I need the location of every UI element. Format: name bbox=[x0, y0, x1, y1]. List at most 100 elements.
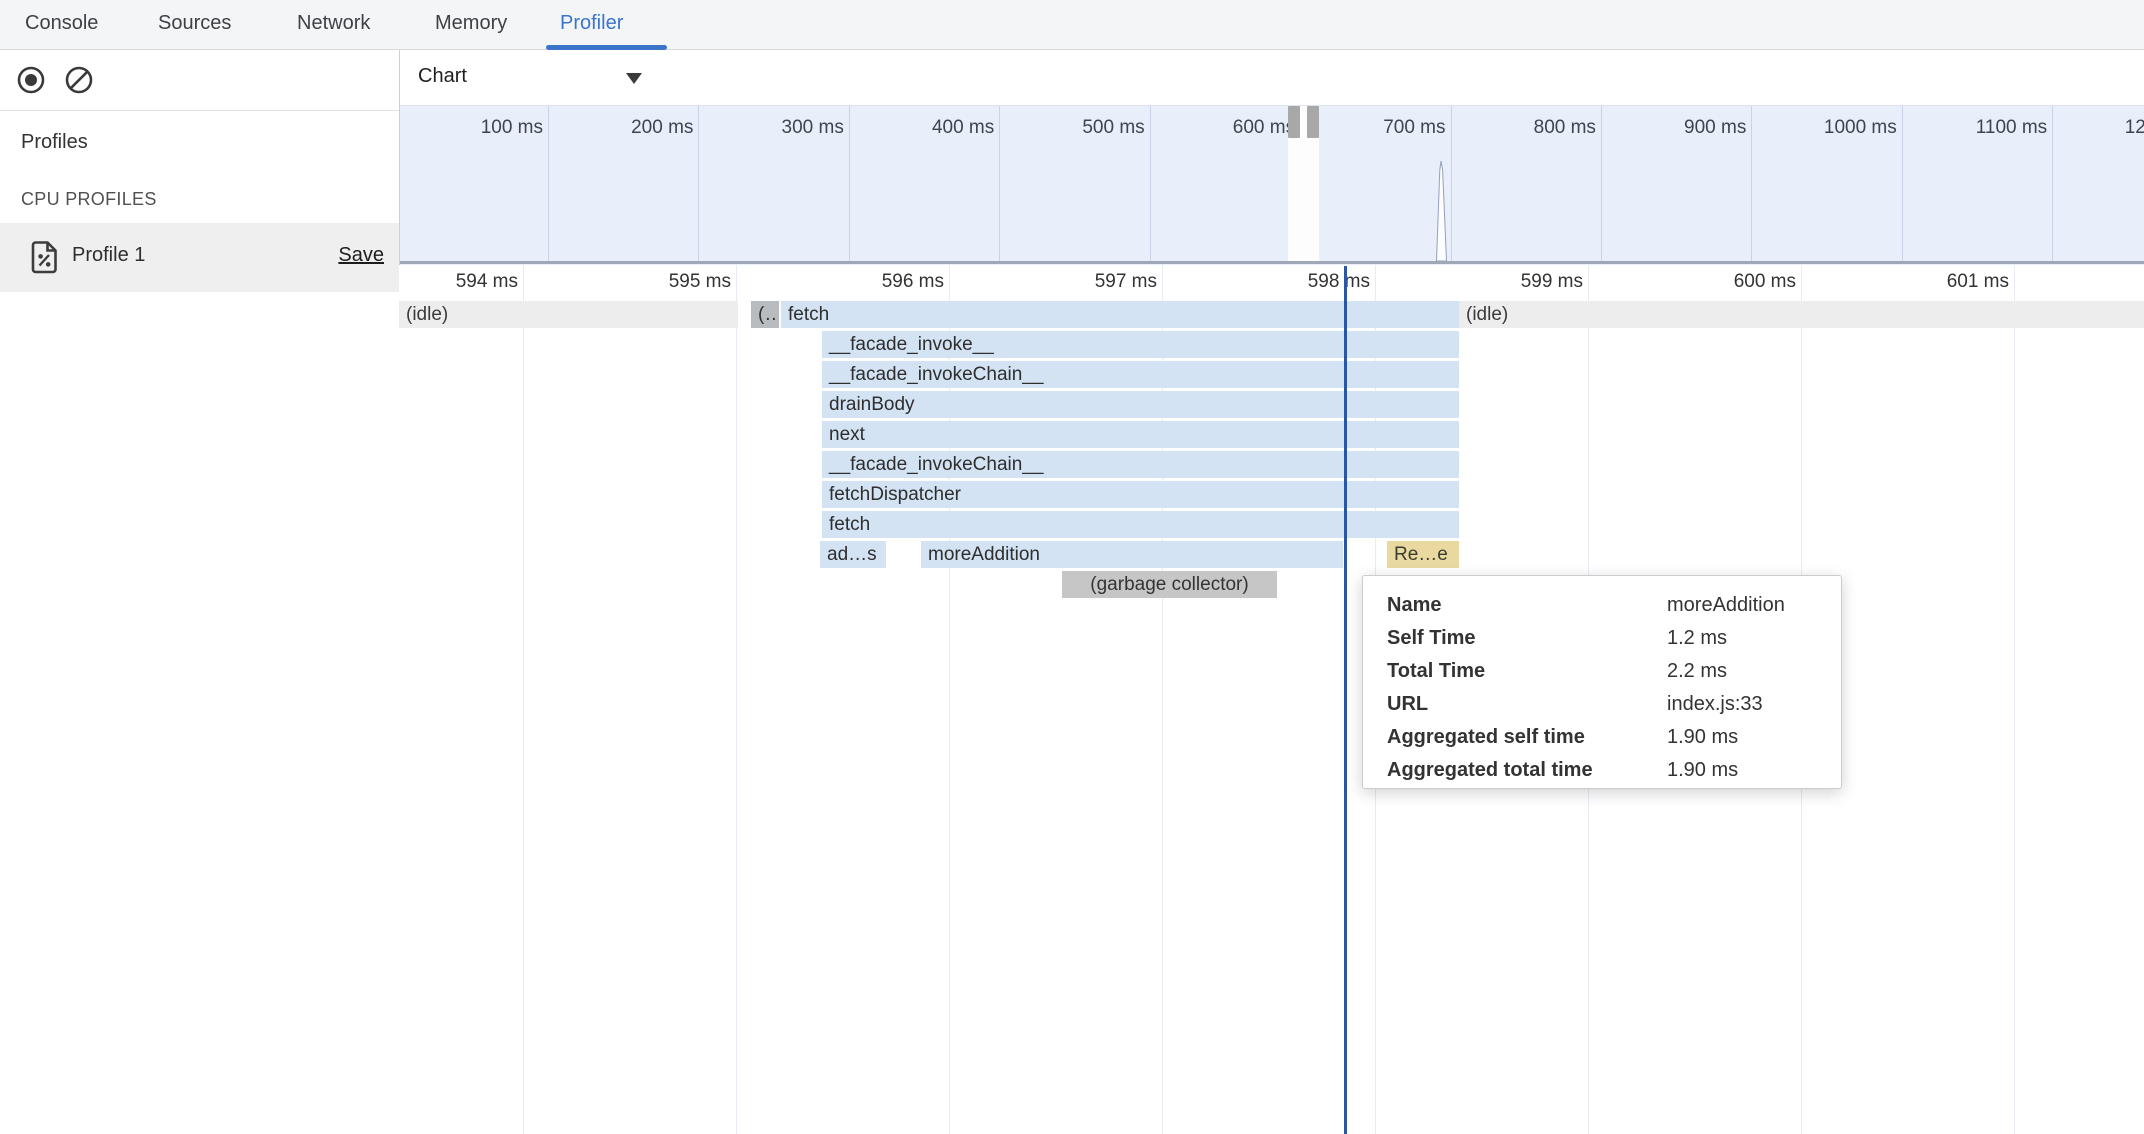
ruler-tick-label: 598 ms bbox=[1307, 271, 1370, 292]
overview-gridline bbox=[698, 106, 700, 261]
clear-button[interactable] bbox=[63, 64, 95, 96]
idle-band: (idle) bbox=[399, 301, 738, 328]
flame-gridline bbox=[2014, 265, 2015, 1134]
overview-tick-label: 1000 ms bbox=[1823, 117, 1897, 138]
timeline-overview[interactable]: 100 ms 200 ms 300 ms 400 ms 500 ms 600 ms 700 … bbox=[400, 105, 2144, 266]
record-icon bbox=[17, 66, 45, 94]
tooltip-row: URL index.js:33 bbox=[1387, 688, 1841, 721]
flame-bar[interactable]: __facade_invokeChain__ bbox=[822, 361, 1459, 388]
flame-gridline bbox=[949, 265, 950, 1134]
sidebar: Profiles CPU PROFILES Profile 1 Save bbox=[0, 50, 400, 1134]
flame-bar[interactable]: fetchDispatcher bbox=[822, 481, 1459, 508]
tooltip-value: 1.90 ms bbox=[1667, 726, 1739, 748]
flame-gridline bbox=[1162, 265, 1163, 1134]
overview-tick-label: 500 ms bbox=[1082, 117, 1145, 138]
flame-gridline bbox=[736, 265, 737, 1134]
flame-bar[interactable]: next bbox=[822, 421, 1459, 448]
profile-name: Profile 1 bbox=[72, 244, 146, 266]
flame-bar[interactable]: drainBody bbox=[822, 391, 1459, 418]
flame-gridline bbox=[523, 265, 524, 1134]
profiles-title: Profiles bbox=[21, 131, 88, 153]
ruler-tick-label: 600 ms bbox=[1733, 271, 1796, 292]
tooltip-value: index.js:33 bbox=[1667, 693, 1763, 715]
overview-tick-label: 800 ms bbox=[1533, 117, 1596, 138]
tab-console[interactable]: Console bbox=[25, 12, 99, 34]
ruler-tick-label: 597 ms bbox=[1094, 271, 1157, 292]
overview-gridline bbox=[1600, 106, 1602, 261]
ruler-tick-label: 596 ms bbox=[881, 271, 944, 292]
active-tab-underline bbox=[546, 45, 667, 50]
chart-view-label: Chart bbox=[418, 65, 467, 87]
tooltip-label: Total Time bbox=[1387, 660, 1486, 682]
tooltip-value: moreAddition bbox=[1667, 594, 1785, 616]
overview-gridline bbox=[2052, 106, 2054, 261]
overview-tick-label: 400 ms bbox=[931, 117, 995, 138]
ruler-tick-label: 599 ms bbox=[1520, 271, 1583, 292]
record-button[interactable] bbox=[15, 64, 47, 96]
tab-network[interactable]: Network bbox=[297, 12, 371, 34]
chart-view-select[interactable]: Chart bbox=[400, 50, 738, 105]
overview-gridline bbox=[848, 106, 850, 261]
save-link[interactable]: Save bbox=[338, 244, 384, 266]
cpu-activity-spike bbox=[1435, 160, 1448, 266]
cpu-profiles-section-label: CPU PROFILES bbox=[21, 189, 157, 209]
overview-gridline bbox=[1450, 106, 1452, 261]
circle-slash-icon bbox=[65, 66, 93, 94]
flame-bar[interactable]: __facade_invoke__ bbox=[822, 331, 1459, 358]
tooltip-value: 1.90 ms bbox=[1667, 759, 1739, 781]
overview-tick-label: 700 ms bbox=[1383, 117, 1446, 138]
flame-bar[interactable]: moreAddition bbox=[921, 541, 1343, 568]
flame-tooltip: Name moreAddition Self Time 1.2 ms Total Tim… bbox=[1362, 575, 1842, 789]
tooltip-row: Self Time 1.2 ms bbox=[1387, 622, 1841, 655]
tooltip-label: Self Time bbox=[1387, 627, 1476, 649]
tooltip-value: 2.2 ms bbox=[1667, 660, 1728, 682]
tooltip-row: Name moreAddition bbox=[1387, 589, 1841, 622]
tooltip-label: Name bbox=[1387, 594, 1442, 616]
ruler-tick-label: 595 ms bbox=[668, 271, 731, 292]
overview-tick-label: 200 ms bbox=[631, 117, 694, 138]
tooltip-row: Aggregated self time 1.90 ms bbox=[1387, 721, 1841, 754]
tooltip-value: 1.2 ms bbox=[1667, 627, 1728, 649]
caret-down-icon bbox=[626, 73, 642, 84]
selection-handle-right[interactable] bbox=[1307, 106, 1319, 138]
tab-profiler[interactable]: Profiler bbox=[560, 12, 624, 34]
tooltip-label: Aggregated self time bbox=[1387, 726, 1585, 748]
tab-sources[interactable]: Sources bbox=[158, 12, 232, 34]
overview-gridline bbox=[1901, 106, 1903, 261]
tooltip-label: URL bbox=[1387, 693, 1429, 715]
tooltip-label: Aggregated total time bbox=[1387, 759, 1593, 781]
current-time-marker bbox=[1344, 266, 1347, 1134]
overview-gridline bbox=[548, 106, 549, 261]
flame-bar[interactable]: fetch bbox=[781, 301, 1459, 328]
overview-tick-label: 900 ms bbox=[1684, 117, 1747, 138]
selection-handle-left[interactable] bbox=[1288, 106, 1300, 138]
sidebar-toolbar bbox=[0, 50, 399, 111]
overview-gridline bbox=[999, 106, 1001, 261]
flame-chart: 594 ms 595 ms 596 ms 597 ms 598 ms 599 ms 600 … bbox=[399, 265, 2144, 1134]
overview-tick-label: 600 ms bbox=[1232, 117, 1296, 138]
flame-bar[interactable]: fetch bbox=[822, 511, 1459, 538]
profile-document-icon bbox=[31, 241, 58, 279]
ruler-tick-label: 601 ms bbox=[1946, 271, 2009, 292]
overview-tick-label: 1200 ms bbox=[2124, 117, 2144, 138]
ruler-tick-label: 594 ms bbox=[455, 271, 518, 292]
flame-bar[interactable]: __facade_invokeChain__ bbox=[822, 451, 1459, 478]
main-toolbar: Chart bbox=[400, 50, 2144, 105]
overview-gridline bbox=[1149, 106, 1151, 261]
flame-bar[interactable]: (… bbox=[751, 301, 779, 328]
tooltip-row: Aggregated total time 1.90 ms bbox=[1387, 754, 1841, 787]
idle-band: (idle) bbox=[1459, 301, 2144, 328]
tab-bar: Console Sources Network Memory Profiler bbox=[0, 0, 2144, 50]
tooltip-row: Total Time 2.2 ms bbox=[1387, 655, 1841, 688]
overview-tick-label: 1100 ms bbox=[1975, 117, 2048, 138]
flame-bar[interactable]: (garbage collector) bbox=[1062, 571, 1277, 598]
tab-memory[interactable]: Memory bbox=[435, 12, 508, 34]
overview-tick-label: 100 ms bbox=[480, 117, 543, 138]
profile-list-item[interactable]: Profile 1 Save bbox=[0, 223, 399, 292]
flame-bar[interactable]: Re…e bbox=[1387, 541, 1459, 568]
overview-baseline bbox=[400, 261, 2144, 264]
overview-tick-label: 300 ms bbox=[781, 117, 844, 138]
overview-gridline bbox=[1751, 106, 1753, 261]
flame-bar[interactable]: ad…s bbox=[820, 541, 886, 568]
